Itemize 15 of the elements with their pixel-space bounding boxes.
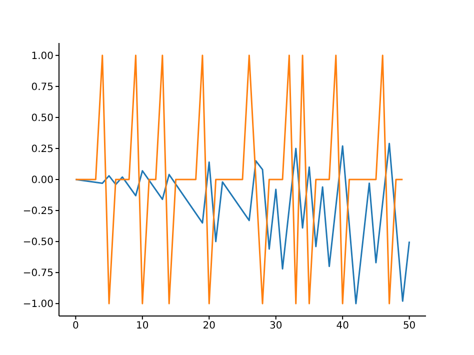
y-tick-label: −1.00 bbox=[22, 299, 54, 310]
y-tick-label: −0.25 bbox=[22, 206, 54, 218]
x-tick-label: 10 bbox=[136, 320, 149, 332]
y-tick-label: 0.25 bbox=[31, 144, 54, 156]
x-tick-label: 20 bbox=[202, 320, 216, 332]
y-tick-label: −0.50 bbox=[22, 237, 54, 248]
y-tick-label: 0.50 bbox=[31, 113, 54, 124]
x-tick-label: 50 bbox=[402, 320, 416, 332]
y-tick-label: 1.00 bbox=[31, 50, 54, 62]
y-tick-label: 0.75 bbox=[31, 82, 54, 93]
x-tick-label: 0 bbox=[72, 320, 79, 332]
y-tick-label: 0.00 bbox=[31, 175, 54, 186]
y-tick-label: −0.75 bbox=[22, 268, 54, 280]
x-tick-label: 30 bbox=[269, 320, 282, 332]
x-tick-label: 40 bbox=[336, 320, 349, 332]
